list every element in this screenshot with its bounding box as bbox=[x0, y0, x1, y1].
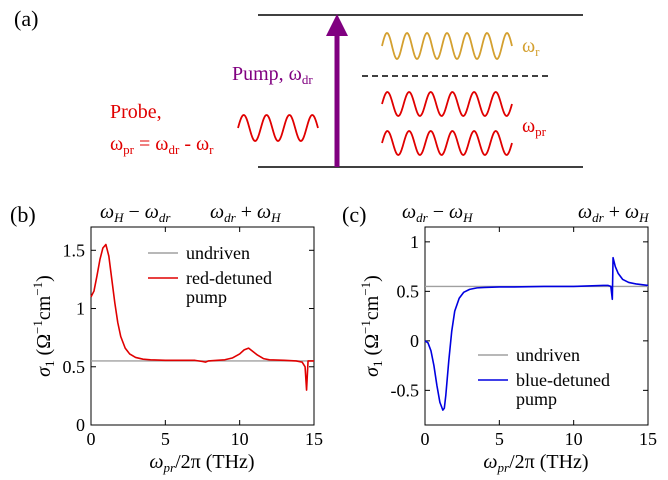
omega-pr-label: ωpr bbox=[522, 115, 547, 139]
panel-b-xlabel: ωpr/2π (THz) bbox=[149, 451, 254, 475]
y-tick-label: 1.5 bbox=[63, 240, 86, 260]
x-tick-label: 0 bbox=[87, 429, 96, 449]
series-line-red-detuned-pump bbox=[90, 243, 314, 391]
pump-label: Pump, ωdr bbox=[232, 63, 313, 87]
panel-b-top-left-label: ωH − ωdr bbox=[100, 201, 171, 225]
raman-wave bbox=[381, 31, 513, 61]
panel-b-axes-box bbox=[90, 226, 315, 426]
panel-c-label: (c) bbox=[342, 202, 366, 227]
panel-c-legend: undriven blue-detuned pump bbox=[478, 345, 610, 409]
panel-b-label: (b) bbox=[10, 202, 36, 227]
probe-wave-upper bbox=[381, 91, 513, 117]
omega-r-label: ωr bbox=[522, 35, 540, 59]
x-tick-label: 10 bbox=[565, 429, 583, 449]
legend-blue-detuned-label-2: pump bbox=[516, 389, 557, 409]
legend-red-detuned-label: red-detuned bbox=[186, 268, 272, 288]
panel-b: (b) ωH − ωdr ωdr + ωH 0 5 10 15 0 0.5 1 1.5 und… bbox=[10, 201, 323, 475]
panel-c: (c) ωdr − ωH ωdr + ωH 0 5 10 15 -0.5 0 0.5 1 un… bbox=[342, 201, 657, 475]
x-tick-label: 5 bbox=[495, 429, 504, 449]
y-tick-label: 0.5 bbox=[63, 357, 86, 377]
series-line-blue-detuned-pump bbox=[424, 256, 649, 411]
x-tick-label: 5 bbox=[161, 429, 170, 449]
x-tick-label: 0 bbox=[421, 429, 430, 449]
y-tick-label: 0 bbox=[76, 415, 85, 435]
probe-wave bbox=[237, 114, 319, 142]
pump-arrowhead-icon bbox=[326, 14, 348, 36]
probe-equation: ωpr = ωdr - ωr bbox=[110, 133, 214, 157]
x-tick-label: 15 bbox=[305, 429, 323, 449]
x-tick-label: 15 bbox=[639, 429, 657, 449]
y-tick-label: 0 bbox=[410, 331, 419, 351]
panel-a: (a) Pump, ωdr Probe, ωpr = ωdr - ωr ωr ω… bbox=[14, 6, 583, 168]
x-tick-label: 10 bbox=[231, 429, 249, 449]
panel-a-label: (a) bbox=[14, 6, 38, 31]
y-tick-label: 1 bbox=[410, 232, 419, 252]
legend-red-detuned-label-2: pump bbox=[186, 287, 227, 307]
panel-b-legend: undriven red-detuned pump bbox=[148, 243, 272, 307]
panel-b-top-right-label: ωdr + ωH bbox=[210, 201, 281, 225]
legend-blue-detuned-label: blue-detuned bbox=[516, 370, 610, 390]
panel-b-ylabel: σ1 (Ω−1cm−1) bbox=[30, 275, 57, 377]
panel-c-axes-box bbox=[424, 226, 649, 426]
panel-c-ylabel: σ1 (Ω−1cm−1) bbox=[358, 275, 385, 377]
legend-undriven-label: undriven bbox=[186, 243, 250, 263]
panel-c-top-left-label: ωdr − ωH bbox=[402, 201, 473, 225]
legend-undriven-label: undriven bbox=[516, 345, 580, 365]
y-tick-label: 1 bbox=[76, 299, 85, 319]
probe-wave-lower bbox=[381, 130, 513, 156]
panel-c-top-right-label: ωdr + ωH bbox=[578, 201, 649, 225]
probe-label: Probe, bbox=[110, 101, 162, 123]
y-tick-label: -0.5 bbox=[391, 380, 420, 400]
panel-c-xlabel: ωpr/2π (THz) bbox=[483, 451, 588, 475]
y-tick-label: 0.5 bbox=[397, 281, 420, 301]
